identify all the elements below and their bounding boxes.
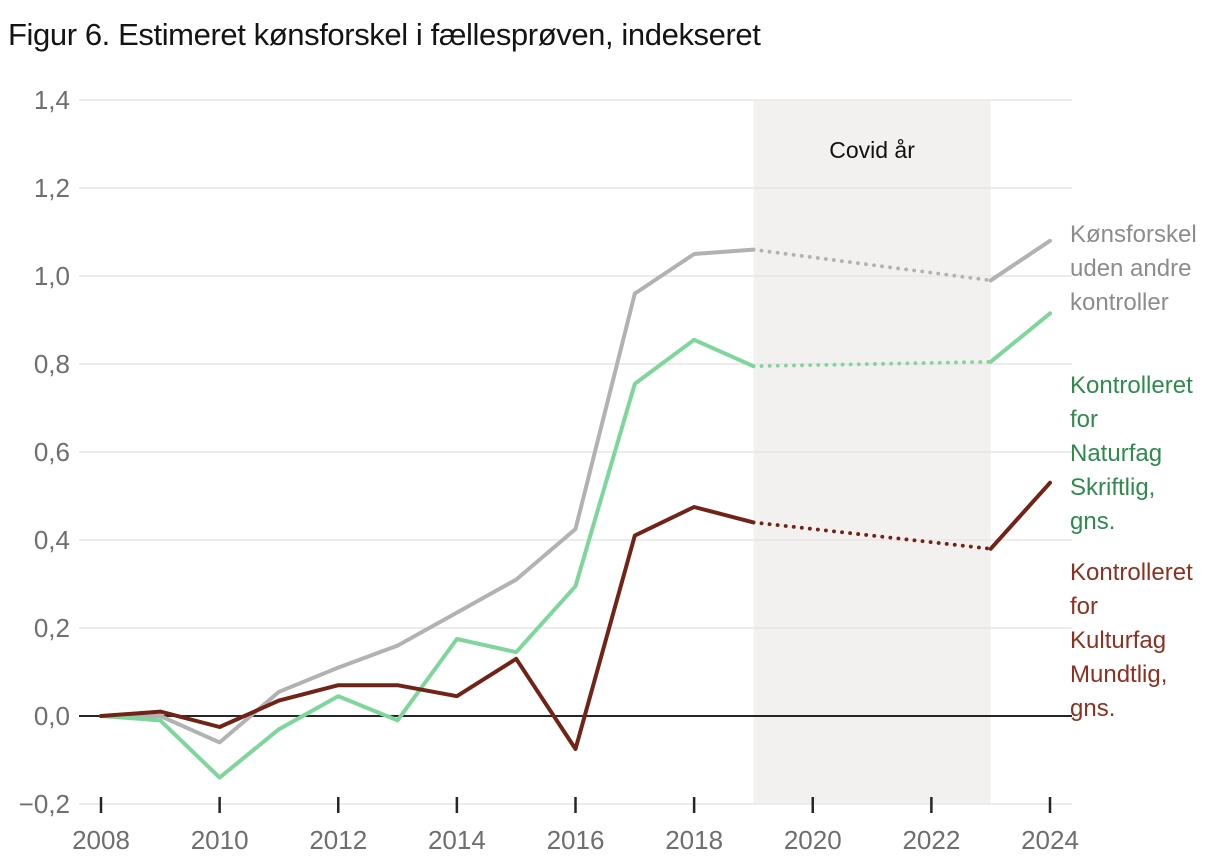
series-line-post-uncontrolled — [988, 238, 1052, 283]
y-tick-label: 1,0 — [34, 261, 70, 291]
y-tick-label: 0,2 — [34, 613, 70, 643]
y-tick-label: −0,2 — [19, 789, 70, 819]
y-tick-label: 0,6 — [34, 437, 70, 467]
series-line-post-kulturfag — [988, 480, 1052, 551]
series-line-kulturfag — [99, 505, 756, 751]
series-line-naturfag — [99, 337, 756, 780]
x-tick-label: 2014 — [428, 825, 486, 855]
series-dotted-naturfag — [751, 359, 993, 369]
legend-label-kulturfag: Kontrolleret for Kulturfag Mundtlig, gns… — [1070, 559, 1193, 722]
x-tick-label: 2012 — [309, 825, 367, 855]
y-tick-label: 0,8 — [34, 349, 70, 379]
x-tick-label: 2020 — [784, 825, 842, 855]
x-tick-label: 2024 — [1021, 825, 1079, 855]
y-tick-label: 1,2 — [34, 173, 70, 203]
legend-label-uncontrolled: Kønsforskel uden andre kontroller — [1070, 221, 1197, 316]
y-tick-label: 0,0 — [34, 701, 70, 731]
y-tick-label: 0,4 — [34, 525, 70, 555]
x-tick-label: 2008 — [72, 825, 130, 855]
series-dotted-kulturfag — [751, 520, 993, 551]
series-line-post-naturfag — [988, 311, 1052, 364]
chart-title: Figur 6. Estimeret kønsforskel i fællesp… — [8, 17, 761, 52]
legend-label-naturfag: Kontrolleret for Naturfag Skriftlig, gns… — [1070, 372, 1193, 535]
covid-band-label: Covid år — [829, 137, 915, 163]
series-line-uncontrolled — [99, 247, 756, 745]
x-tick-label: 2010 — [191, 825, 249, 855]
y-tick-label: 1,4 — [34, 85, 70, 115]
x-tick-label: 2018 — [665, 825, 723, 855]
x-tick-label: 2022 — [902, 825, 960, 855]
series-dotted-uncontrolled — [751, 247, 993, 283]
x-tick-label: 2016 — [547, 825, 605, 855]
